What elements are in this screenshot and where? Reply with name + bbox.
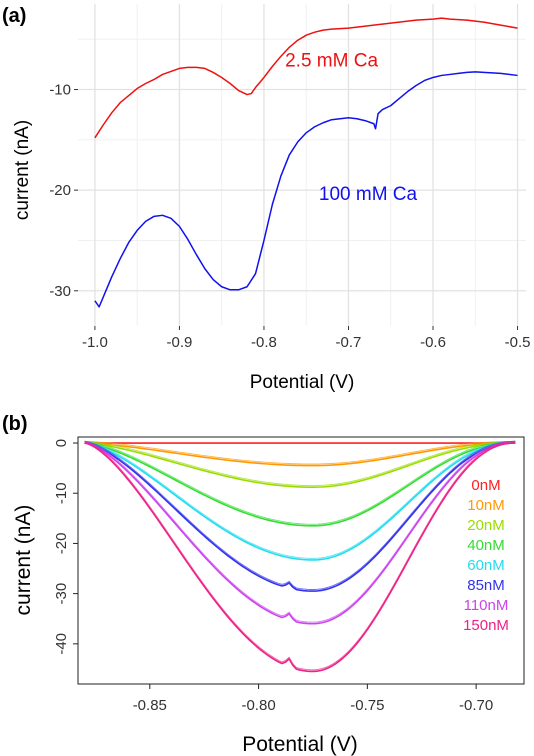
y-tick-label: -20 (49, 182, 71, 199)
panel-b-legend: 0nM 10nM 20nM 40nM 60nM 85nM 110nM 150nM (463, 477, 509, 634)
x-tick-label: -0.5 (505, 334, 531, 351)
panel-a-plot-area (78, 4, 526, 326)
series-line-110nm-replicate (84, 440, 516, 623)
panel-a-grid (78, 4, 526, 326)
x-tick-label: -0.7 (336, 334, 362, 351)
annotation-100mm-ca: 100 mM Ca (319, 184, 418, 205)
y-tick-label: -30 (53, 583, 70, 605)
series-line-85nm (84, 442, 516, 592)
x-tick-label: -0.9 (167, 334, 193, 351)
panel-b-y-axis-title: current (nA) (12, 505, 35, 616)
series-line-40nm-replicate (84, 440, 516, 525)
panel-a-series (94, 17, 518, 308)
x-tick-label: -0.85 (133, 697, 167, 714)
series-line-85nm-replicate (84, 440, 516, 591)
y-tick-label: -20 (53, 533, 70, 555)
y-tick-label: -40 (53, 633, 70, 655)
x-tick-label: -1.0 (82, 334, 108, 351)
y-tick-label: -10 (53, 482, 70, 504)
legend-entry-110nm: 110nM (464, 597, 509, 614)
legend-entry-10nm: 10nM (467, 497, 505, 514)
series-line-2-5mm-ca (94, 17, 518, 139)
series-line-20nm (84, 442, 516, 488)
x-tick-label: -0.8 (251, 334, 277, 351)
series-line-150nm (84, 442, 516, 673)
panel-b: (b) -0.85 -0.80 -0.75 -0.70 0 -10 -20 -30 -40 0n… (2, 413, 525, 756)
panel-a-x-axis-title: Potential (V) (250, 372, 355, 393)
panel-b-frame (77, 436, 525, 685)
panel-a: (a) -1.0 -0.9 -0.8 -0.7 -0.6 -0.5 -10 -20 -30 2.… (2, 4, 530, 393)
annotation-2-5mm-ca: 2.5 mM Ca (285, 50, 378, 71)
legend-entry-0nm: 0nM (471, 477, 500, 494)
y-tick-label: 0 (53, 439, 70, 447)
panel-a-y-axis-title: current (nA) (12, 120, 33, 220)
panel-a-axes: -1.0 -0.9 -0.8 -0.7 -0.6 -0.5 -10 -20 -30 (49, 82, 530, 351)
series-line-100mm-ca (94, 71, 518, 308)
x-tick-label: -0.6 (420, 334, 446, 351)
y-tick-label: -30 (49, 283, 71, 300)
legend-entry-85nm: 85nM (467, 577, 505, 594)
x-tick-label: -0.80 (241, 697, 275, 714)
series-line-110nm (84, 442, 516, 625)
panel-b-x-axis-title: Potential (V) (242, 733, 358, 756)
legend-entry-60nm: 60nM (467, 557, 505, 574)
series-line-60nm (84, 442, 516, 561)
legend-entry-40nm: 40nM (467, 537, 505, 554)
panel-b-series (84, 440, 516, 673)
series-line-10nm-replicate (84, 440, 516, 465)
series-line-40nm (84, 442, 516, 527)
panel-b-axes: -0.85 -0.80 -0.75 -0.70 0 -10 -20 -30 -40 (53, 439, 493, 714)
y-tick-label: -10 (49, 82, 71, 99)
legend-entry-150nm: 150nM (463, 617, 509, 634)
panel-b-label: (b) (2, 413, 28, 435)
legend-entry-20nm: 20nM (467, 517, 505, 534)
series-line-20nm-replicate (84, 440, 516, 487)
series-line-150nm-replicate (84, 440, 516, 671)
series-line-10nm (84, 442, 516, 467)
panel-a-label: (a) (2, 5, 26, 27)
series-line-60nm-replicate (84, 440, 516, 559)
x-tick-label: -0.70 (459, 697, 493, 714)
x-tick-label: -0.75 (350, 697, 384, 714)
